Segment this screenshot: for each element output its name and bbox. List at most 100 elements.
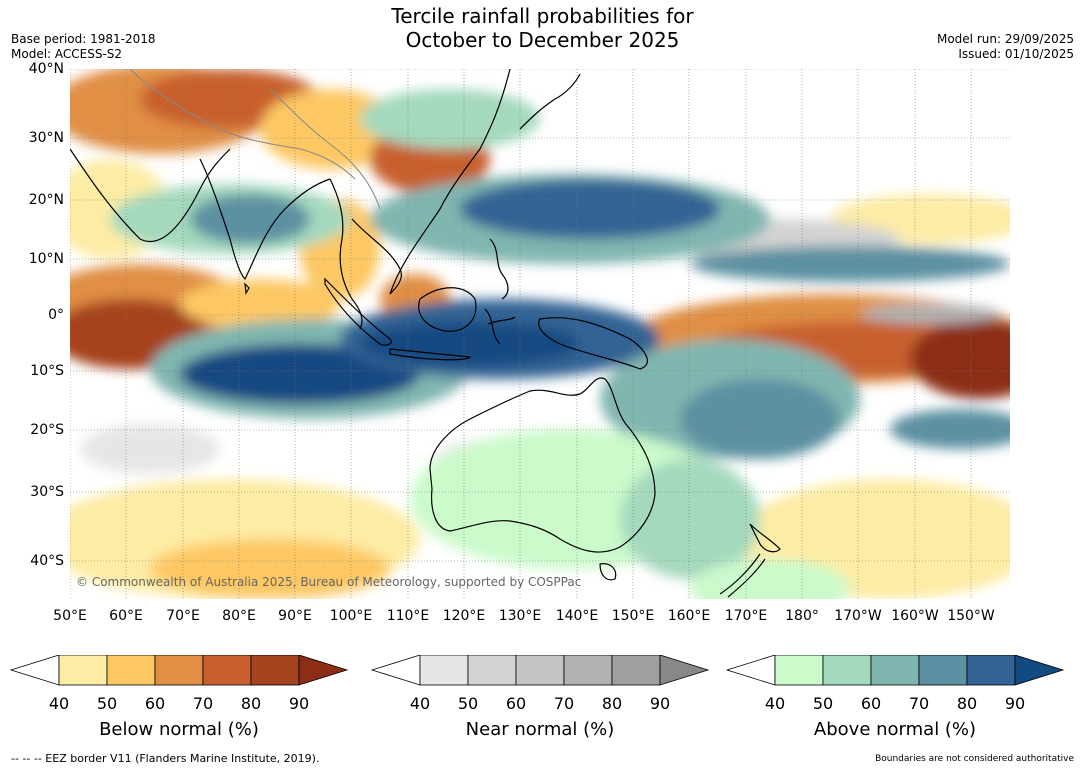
java: [389, 348, 471, 361]
nz-south: [719, 553, 766, 598]
lat-label-10s: 10°S: [30, 363, 64, 379]
above-maritime-core: [360, 322, 580, 366]
colorbar-segment: [467, 655, 517, 686]
model-run: Model run: 29/09/2025: [936, 32, 1074, 46]
cbar-above-tick: 70: [908, 694, 930, 713]
cbar-near-tick: 80: [601, 694, 623, 713]
new-guinea: [538, 317, 648, 370]
cbar-below-tick: 90: [288, 694, 310, 713]
above-spcz-core: [680, 379, 840, 459]
colorbar-segment: [822, 655, 872, 686]
cbar-below-tick: 40: [48, 694, 70, 713]
cbar-near-tick: 90: [649, 694, 671, 713]
colorbar-extend-high: [298, 655, 349, 686]
lon-label: 50°E: [53, 608, 87, 624]
lat-label-20s: 20°S: [30, 422, 64, 438]
colorbar-segment: [106, 655, 156, 686]
above-india: [190, 194, 310, 244]
cbar-below-title: Below normal (%): [99, 719, 259, 740]
graticule: [70, 69, 1010, 599]
lon-label: 160°W: [891, 608, 939, 624]
above-eio-core: [180, 344, 420, 404]
cbar-near-tick: 40: [409, 694, 431, 713]
lon-label: 170°W: [834, 608, 882, 624]
cbar-below-tick: 70: [192, 694, 214, 713]
sulawesi: [484, 308, 516, 345]
borneo: [418, 287, 477, 332]
cbar-below-tick: 80: [240, 694, 262, 713]
lon-label: 120°E: [442, 608, 486, 624]
title-line-2: October to December 2025: [405, 28, 680, 52]
colorbars: [9, 655, 1065, 686]
philippines: [489, 238, 509, 300]
lat-label-30n: 30°N: [28, 130, 64, 146]
colorbar-segment: [419, 655, 469, 686]
sumatra: [324, 277, 392, 346]
cbar-above-tick: 50: [812, 694, 834, 713]
india-coast: [199, 158, 331, 281]
srilanka: [244, 282, 250, 295]
issued-date: Issued: 01/10/2025: [958, 47, 1074, 61]
cbar-near-title: Near normal (%): [465, 719, 615, 740]
meta-right: Model run: 29/09/2025 Issued: 01/10/2025: [937, 32, 1074, 62]
cbar-above-tick: 80: [956, 694, 978, 713]
lon-label: 130°E: [498, 608, 542, 624]
nz-north: [749, 523, 781, 553]
title-line-1: Tercile rainfall probabilities for: [391, 4, 694, 28]
colorbar-extend-low: [370, 655, 421, 686]
copyright-note: © Commonwealth of Australia 2025, Bureau…: [76, 575, 581, 589]
arabia-coast: [70, 148, 231, 243]
country-borders: [129, 69, 381, 210]
above-sp-east: [890, 409, 1010, 449]
colorbar-segment: [966, 655, 1016, 686]
footer-eez-note: -- -- -- EEZ border V11 (Flanders Marine…: [11, 752, 320, 765]
cbar-near-tick: 70: [553, 694, 575, 713]
above-east-asia: [360, 89, 540, 149]
lon-label: 150°W: [947, 608, 995, 624]
lon-label: 140°E: [555, 608, 599, 624]
colorbar-extend-low: [9, 655, 60, 686]
colorbar-segment: [870, 655, 920, 686]
lat-label-10n: 10°N: [28, 251, 64, 267]
lat-label-30s: 30°S: [30, 484, 64, 500]
colorbar-segment: [774, 655, 824, 686]
coastlines: [70, 69, 781, 598]
footer-disclaimer: Boundaries are not considered authoritat…: [875, 754, 1074, 764]
cbar-near-tick: 50: [457, 694, 479, 713]
colorbar-extend-high: [1014, 655, 1065, 686]
lon-label: 60°E: [109, 608, 143, 624]
colorbar-segment: [250, 655, 300, 686]
lon-label: 100°E: [329, 608, 373, 624]
near-pacific: [860, 304, 1000, 324]
colorbar-extend-high: [659, 655, 710, 686]
below-south-io-core: [150, 539, 390, 599]
lat-label-40n: 40°N: [28, 61, 64, 77]
lon-label: 170°E: [724, 608, 768, 624]
lon-label: 90°E: [278, 608, 312, 624]
lon-label: 80°E: [222, 608, 256, 624]
lon-label: 70°E: [166, 608, 200, 624]
colorbar-segment: [563, 655, 613, 686]
colorbar-segment: [918, 655, 968, 686]
lon-label: 160°E: [667, 608, 711, 624]
australia-coast: [429, 377, 656, 553]
near-sio: [80, 424, 220, 474]
cbar-near-tick: 60: [505, 694, 527, 713]
lon-label: 110°E: [386, 608, 430, 624]
cbar-above-tick: 90: [1004, 694, 1026, 713]
colorbar-near-normal: [370, 655, 710, 686]
tasmania: [599, 563, 617, 581]
rainfall-probability-map: © Commonwealth of Australia 2025, Bureau…: [70, 69, 1010, 599]
lat-label-0: 0°: [48, 307, 64, 323]
lat-label-20n: 20°N: [28, 192, 64, 208]
map-title: Tercile rainfall probabilities for Octob…: [0, 4, 1085, 52]
meta-left: Base period: 1981-2018 Model: ACCESS-S2: [11, 32, 156, 62]
cbar-above-tick: 60: [860, 694, 882, 713]
lon-label: 180°: [785, 608, 819, 624]
lat-label-40s: 40°S: [30, 553, 64, 569]
cbar-below-tick: 60: [144, 694, 166, 713]
colorbar-segment: [154, 655, 204, 686]
colorbar-below-normal: [9, 655, 349, 686]
below-pacific-east: [910, 319, 1010, 399]
model-name: Model: ACCESS-S2: [11, 47, 123, 61]
